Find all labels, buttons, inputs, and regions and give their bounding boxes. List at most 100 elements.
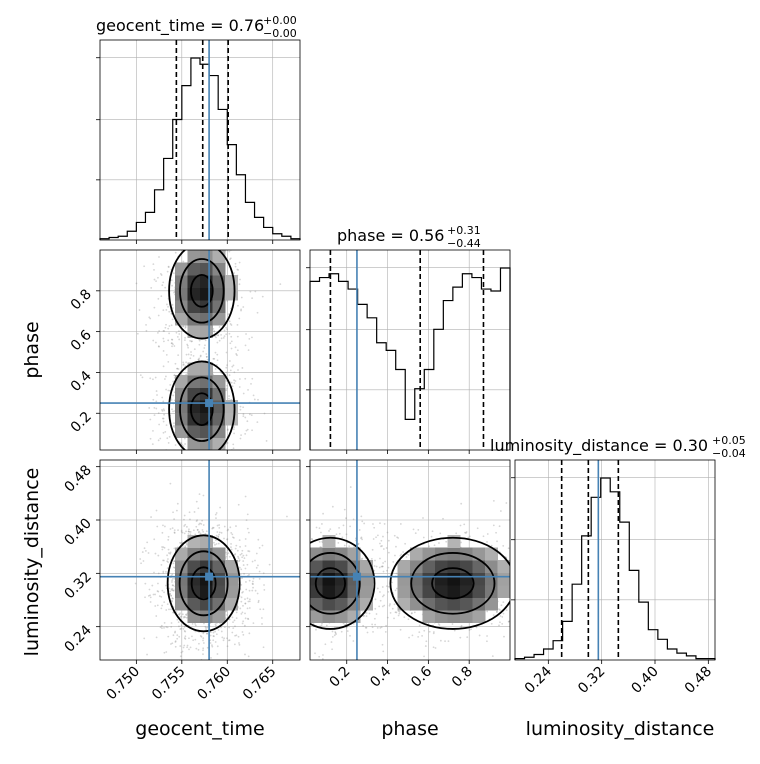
sample-point bbox=[276, 606, 278, 608]
sample-point bbox=[235, 634, 238, 637]
sample-point bbox=[491, 655, 494, 658]
density-cell bbox=[187, 597, 201, 611]
sample-point bbox=[240, 309, 242, 312]
sample-point bbox=[257, 564, 259, 567]
sample-point bbox=[149, 601, 152, 603]
sample-point bbox=[292, 512, 294, 514]
sample-point bbox=[330, 641, 333, 643]
sample-point bbox=[172, 511, 174, 514]
sample-point bbox=[251, 560, 254, 563]
sample-point bbox=[230, 531, 233, 534]
sample-point bbox=[508, 620, 510, 623]
title-geocent-time: geocent_time = 0.76 bbox=[96, 16, 264, 36]
sample-point bbox=[189, 533, 192, 536]
sample-point bbox=[285, 585, 287, 587]
hist-phase-frame bbox=[309, 249, 511, 451]
sample-point bbox=[197, 648, 200, 651]
sample-point bbox=[391, 581, 393, 584]
sample-point bbox=[306, 616, 308, 618]
sample-point bbox=[251, 336, 253, 339]
sample-point bbox=[226, 538, 229, 541]
sample-point bbox=[500, 604, 503, 607]
sample-point bbox=[167, 442, 170, 444]
sample-point bbox=[236, 354, 238, 357]
tick-label-luminosity_distance: 0.40 bbox=[628, 664, 661, 697]
density-cell bbox=[460, 585, 473, 598]
sample-point bbox=[389, 603, 391, 605]
density-cell bbox=[397, 585, 411, 598]
sample-point bbox=[204, 470, 206, 472]
sample-point bbox=[254, 589, 257, 592]
density-cell bbox=[422, 585, 436, 598]
ylabel-phase: phase bbox=[21, 321, 43, 378]
sample-point bbox=[247, 531, 250, 534]
sample-point bbox=[168, 435, 171, 438]
sample-point bbox=[176, 335, 179, 338]
sample-point bbox=[242, 554, 245, 557]
sample-point bbox=[381, 586, 384, 588]
sample-point bbox=[305, 579, 307, 581]
density-cell bbox=[187, 325, 201, 338]
sample-point bbox=[172, 589, 175, 592]
sample-point bbox=[244, 416, 247, 419]
sample-point bbox=[241, 367, 244, 369]
sample-point bbox=[166, 437, 169, 440]
sample-point bbox=[306, 594, 308, 596]
sample-point bbox=[244, 598, 246, 601]
sample-point bbox=[459, 636, 462, 639]
sample-point bbox=[171, 472, 173, 474]
contour-line bbox=[314, 567, 347, 600]
sample-point bbox=[173, 425, 175, 428]
sample-point bbox=[184, 638, 187, 640]
sample-point bbox=[289, 615, 291, 617]
sample-point bbox=[153, 538, 156, 541]
sample-point bbox=[182, 364, 185, 366]
sample-point bbox=[202, 530, 205, 533]
sample-point bbox=[226, 300, 229, 302]
sample-point bbox=[151, 584, 154, 587]
sample-point bbox=[144, 582, 147, 585]
sample-point bbox=[522, 560, 524, 562]
sample-point bbox=[234, 346, 237, 349]
sample-point bbox=[224, 233, 226, 235]
sample-point bbox=[195, 500, 198, 503]
sample-point bbox=[193, 348, 196, 351]
density-cell bbox=[435, 597, 448, 611]
sample-point bbox=[228, 332, 231, 335]
sample-point bbox=[166, 603, 169, 606]
sample-point bbox=[163, 651, 166, 654]
sample-point bbox=[166, 303, 168, 306]
sample-point bbox=[230, 543, 232, 545]
sample-point bbox=[382, 650, 385, 653]
sample-point bbox=[195, 525, 198, 528]
sample-point bbox=[214, 368, 217, 370]
sample-point bbox=[259, 608, 262, 611]
sample-point bbox=[177, 621, 180, 624]
sample-point bbox=[408, 636, 410, 639]
sample-point bbox=[385, 585, 388, 588]
sample-point bbox=[223, 537, 225, 540]
sample-point bbox=[216, 653, 219, 655]
sample-point bbox=[196, 236, 198, 238]
sample-point bbox=[301, 549, 303, 551]
sample-point bbox=[307, 540, 309, 542]
sample-point bbox=[486, 635, 488, 637]
sample-point bbox=[268, 563, 271, 566]
sample-point bbox=[298, 628, 300, 630]
sample-point bbox=[298, 580, 300, 582]
sample-point bbox=[170, 324, 173, 327]
sample-point bbox=[225, 333, 228, 336]
sample-point bbox=[167, 199, 169, 201]
sample-point bbox=[379, 626, 382, 629]
sample-point bbox=[180, 530, 183, 533]
sample-point bbox=[510, 569, 512, 571]
sample-point bbox=[296, 539, 298, 541]
density-cell bbox=[397, 572, 411, 586]
sample-point bbox=[234, 634, 236, 637]
sample-point bbox=[177, 354, 180, 357]
sample-point bbox=[516, 609, 518, 611]
sample-point bbox=[308, 609, 310, 611]
tick-label-phase: 0.6 bbox=[68, 327, 95, 354]
sample-point bbox=[513, 554, 515, 556]
title-phase-minus: −0.44 bbox=[447, 237, 481, 250]
